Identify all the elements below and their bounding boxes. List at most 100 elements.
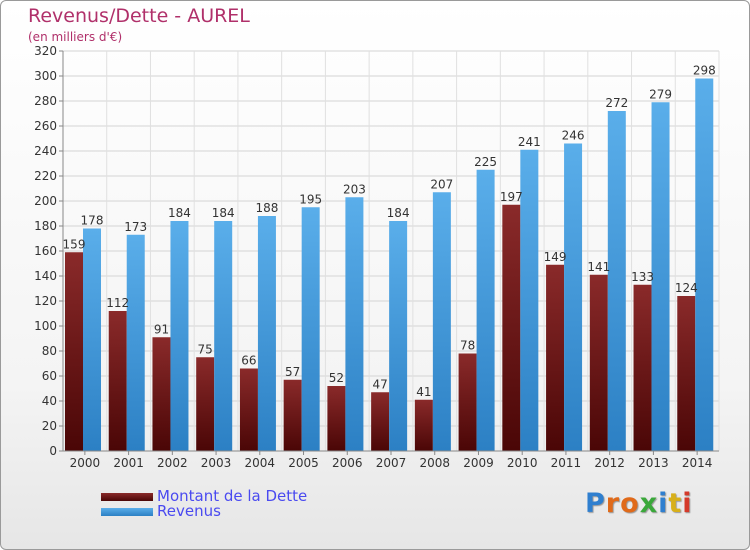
bar-debt xyxy=(414,399,433,451)
x-tick-label: 2007 xyxy=(376,456,407,470)
logo-letter: P xyxy=(585,488,606,519)
y-tick-label: 320 xyxy=(34,44,57,58)
bar-debt xyxy=(65,252,83,451)
bar-revenue xyxy=(607,111,626,451)
data-label-debt: 52 xyxy=(329,371,344,385)
y-tick-label: 280 xyxy=(34,94,57,108)
logo-letter: r xyxy=(605,488,621,519)
data-label-revenue: 184 xyxy=(168,206,191,220)
legend-swatch-debt xyxy=(101,493,153,501)
bar-revenue xyxy=(389,221,408,451)
x-tick-label: 2005 xyxy=(288,456,319,470)
y-tick-label: 0 xyxy=(49,444,57,458)
bar-revenue xyxy=(301,207,320,451)
y-tick-label: 80 xyxy=(42,344,57,358)
data-label-debt: 197 xyxy=(500,190,523,204)
bar-revenue xyxy=(170,221,189,451)
data-label-revenue: 241 xyxy=(518,135,541,149)
bar-debt xyxy=(546,264,565,451)
x-tick-label: 2010 xyxy=(507,456,538,470)
data-label-debt: 133 xyxy=(631,270,654,284)
logo-letter: i xyxy=(682,488,693,519)
bar-revenue xyxy=(257,216,276,451)
bar-revenue xyxy=(345,197,364,451)
logo-letter: o xyxy=(620,488,640,519)
x-tick-label: 2003 xyxy=(201,456,232,470)
logo-letter: x xyxy=(639,488,659,519)
bar-debt xyxy=(458,353,477,451)
bar-debt xyxy=(371,392,390,451)
logo-letter: t xyxy=(668,488,683,519)
data-label-revenue: 225 xyxy=(474,155,497,169)
data-label-revenue: 272 xyxy=(605,96,628,110)
bar-revenue xyxy=(564,143,583,451)
y-tick-label: 60 xyxy=(42,369,57,383)
bar-revenue xyxy=(126,234,145,451)
bar-revenue xyxy=(432,192,451,451)
data-label-revenue: 279 xyxy=(649,87,672,101)
proxiti-logo: Proxiti xyxy=(585,488,693,519)
x-tick-label: 2001 xyxy=(113,456,144,470)
bar-debt xyxy=(196,357,215,451)
x-tick-label: 2011 xyxy=(551,456,582,470)
bars xyxy=(65,78,714,451)
x-tick-label: 2013 xyxy=(638,456,669,470)
bar-debt xyxy=(108,311,127,451)
data-label-revenue: 246 xyxy=(562,129,585,143)
bar-revenue xyxy=(476,169,495,451)
x-tick-label: 2000 xyxy=(70,456,101,470)
y-tick-label: 220 xyxy=(34,169,57,183)
chart-subtitle: (en milliers d'€) xyxy=(28,30,123,44)
data-label-debt: 159 xyxy=(63,237,86,251)
data-label-revenue: 178 xyxy=(81,214,104,228)
data-label-debt: 141 xyxy=(587,260,610,274)
data-label-debt: 112 xyxy=(106,296,129,310)
x-tick-label: 2012 xyxy=(594,456,625,470)
bar-debt xyxy=(589,274,608,451)
chart-title: Revenus/Dette - AUREL xyxy=(28,5,250,27)
bar-debt xyxy=(633,284,652,451)
y-tick-label: 160 xyxy=(34,244,57,258)
x-tick-label: 2002 xyxy=(157,456,188,470)
data-label-debt: 78 xyxy=(460,339,475,353)
y-tick-label: 300 xyxy=(34,69,57,83)
data-label-debt: 47 xyxy=(372,377,387,391)
data-label-revenue: 207 xyxy=(430,177,453,191)
legend-swatch-revenue xyxy=(101,508,153,516)
axes: 0 20 40 60 80 100 120 140 160 180 200 220 240 260 280 3… xyxy=(34,44,719,470)
x-tick-label: 2008 xyxy=(419,456,450,470)
y-tick-label: 140 xyxy=(34,269,57,283)
x-tick-label: 2006 xyxy=(332,456,363,470)
data-label-debt: 149 xyxy=(544,250,567,264)
bar-debt xyxy=(502,204,521,451)
y-tick-label: 240 xyxy=(34,144,57,158)
y-tick-label: 40 xyxy=(42,394,57,408)
data-label-revenue: 173 xyxy=(124,220,147,234)
y-tick-label: 260 xyxy=(34,119,57,133)
y-tick-label: 20 xyxy=(42,419,57,433)
data-label-revenue: 195 xyxy=(299,192,322,206)
data-labels: 159 178 112 173 91 184 75 184 66 188 57 195 52 203 47 1… xyxy=(63,64,716,399)
bar-revenue xyxy=(520,149,539,451)
y-tick-label: 200 xyxy=(34,194,57,208)
data-label-revenue: 188 xyxy=(255,201,278,215)
data-label-revenue: 298 xyxy=(693,64,716,78)
bar-revenue xyxy=(214,221,233,451)
data-label-revenue: 184 xyxy=(212,206,235,220)
bar-debt xyxy=(283,379,302,451)
data-label-debt: 124 xyxy=(675,281,698,295)
bar-revenue xyxy=(651,102,670,451)
bar-debt xyxy=(152,337,171,451)
bar-revenue xyxy=(83,228,101,451)
data-label-debt: 66 xyxy=(241,354,256,368)
legend-label-revenue: Revenus xyxy=(157,502,221,520)
data-label-debt: 41 xyxy=(416,385,431,399)
data-label-revenue: 203 xyxy=(343,182,366,196)
data-label-debt: 91 xyxy=(154,322,169,336)
bar-revenue xyxy=(695,78,714,451)
logo-letter: i xyxy=(658,488,669,519)
y-tick-label: 180 xyxy=(34,219,57,233)
data-label-debt: 75 xyxy=(198,342,213,356)
data-label-revenue: 184 xyxy=(387,206,410,220)
